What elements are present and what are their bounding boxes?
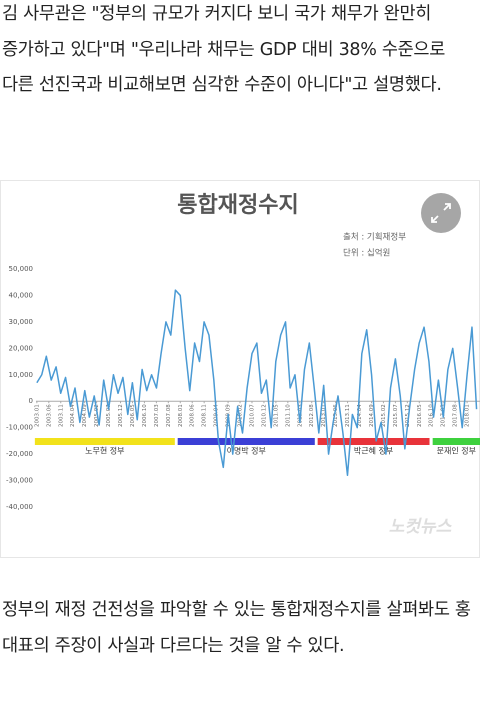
x-tick-label: 2003.01 [34,404,40,427]
x-tick-label: 2010.02 [238,404,244,427]
annotation: 출처 : 기획재정부 [343,232,406,243]
chart-title: 통합재정수지 [177,192,298,218]
x-tick-label: 2010.07 [249,404,255,427]
x-tick-label: 2016.10 [429,404,435,427]
y-tick-label: 10,000 [9,371,34,379]
paragraph: 김 사무관은 "정부의 규모가 커지다 보니 국가 채무가 완만히 증가하고 있… [2,4,446,95]
x-tick-label: 2011.10 [285,404,291,427]
period-bar [34,438,175,445]
chart: 통합재정수지 출처 : 기획재정부 단위 : 십억원 50,000 40,000 3… [0,180,480,558]
x-tick-label: 2013.01 [321,404,327,427]
x-tick-label: 2015.12 [405,404,411,427]
x-tick-label: 2007.08 [166,404,172,427]
x-tick-label: 2011.05 [273,404,279,427]
x-tick-label: 2017.08 [453,404,459,427]
period-bar [177,438,315,445]
x-tick-label: 2008.11 [202,404,208,427]
annotation: 단위 : 십억원 [343,248,390,259]
y-tick-label: -20,000 [6,450,33,458]
y-tick-label: 0 [29,397,33,405]
x-tick-label: 2013.11 [345,404,351,427]
x-tick-label: 2015.02 [381,404,387,427]
x-tick-label: 2005.07 [106,404,112,427]
y-tick-label: 20,000 [9,344,34,352]
y-tick-label: 40,000 [9,291,34,299]
x-tick-label: 2013.06 [333,404,339,427]
paragraph: 정부의 재정 건전성을 파악할 수 있는 통합재정수지를 살펴봐도 홍 대표의 … [2,600,471,656]
x-tick-label: 2012.08 [309,404,315,427]
y-tick-label: 30,000 [9,318,34,326]
x-tick-label: 2008.01 [178,404,184,427]
period-label: 이명박 정부 [227,446,266,456]
y-tick-label: 50,000 [9,265,34,273]
y-tick-label: -30,000 [6,477,33,485]
chart-frame [0,180,480,558]
period-bar [317,438,430,445]
x-tick-label: 2014.09 [369,404,375,427]
expand-button[interactable] [421,193,461,233]
x-tick-label: 2010.12 [261,404,267,427]
period-label: 박근혜 정부 [354,446,393,456]
x-tick-label: 2003.11 [58,404,64,427]
x-tick-label: 2018.01 [465,404,471,427]
watermark: 노컷뉴스 [389,517,453,537]
x-tick-label: 2004.04 [70,404,76,427]
x-tick-label: 2004.09 [82,404,88,427]
period-label: 노무현 정부 [85,446,124,456]
x-tick-label: 2006.05 [130,404,136,427]
x-tick-label: 2015.07 [393,404,399,427]
period-bar [432,438,480,445]
x-tick-label: 2007.03 [154,404,160,427]
x-tick-label: 2005.12 [118,404,124,427]
x-tick-label: 2008.06 [190,404,196,427]
y-tick-label: -40,000 [6,503,33,511]
x-tick-label: 2016.05 [417,404,423,427]
period-label: 문재인 정부 [437,446,476,456]
data-line [36,289,478,477]
x-tick-label: 2006.10 [142,404,148,427]
y-tick-label: -10,000 [6,424,33,432]
x-tick-label: 2003.06 [46,404,52,427]
x-tick-label: 2014.04 [357,404,363,427]
